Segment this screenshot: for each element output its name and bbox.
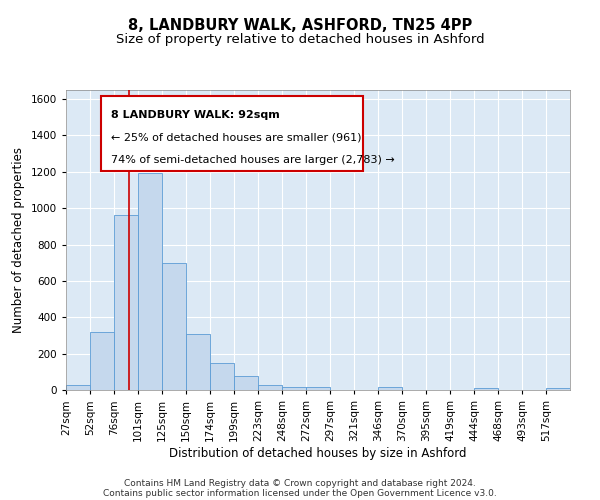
Text: Size of property relative to detached houses in Ashford: Size of property relative to detached ho… (116, 32, 484, 46)
Text: ← 25% of detached houses are smaller (961): ← 25% of detached houses are smaller (96… (112, 132, 362, 142)
Text: 8, LANDBURY WALK, ASHFORD, TN25 4PP: 8, LANDBURY WALK, ASHFORD, TN25 4PP (128, 18, 472, 32)
Bar (162, 262, 186, 390)
Text: Contains HM Land Registry data © Crown copyright and database right 2024.: Contains HM Land Registry data © Crown c… (124, 478, 476, 488)
X-axis label: Distribution of detached houses by size in Ashford: Distribution of detached houses by size … (169, 446, 467, 460)
Text: 8 LANDBURY WALK: 92sqm: 8 LANDBURY WALK: 92sqm (112, 110, 280, 120)
Bar (234, 376, 258, 390)
Bar (138, 172, 162, 390)
Text: Contains public sector information licensed under the Open Government Licence v3: Contains public sector information licen… (103, 488, 497, 498)
Bar (186, 334, 210, 390)
Y-axis label: Number of detached properties: Number of detached properties (12, 147, 25, 333)
Bar (474, 388, 498, 390)
Bar (66, 386, 90, 390)
Bar (90, 332, 114, 390)
Bar (210, 362, 234, 390)
Bar (258, 384, 282, 390)
Bar (378, 388, 402, 390)
Bar (306, 388, 330, 390)
Bar (546, 388, 570, 390)
Bar (282, 388, 306, 390)
FancyBboxPatch shape (101, 96, 364, 171)
Bar (114, 216, 138, 390)
Text: 74% of semi-detached houses are larger (2,783) →: 74% of semi-detached houses are larger (… (112, 155, 395, 165)
